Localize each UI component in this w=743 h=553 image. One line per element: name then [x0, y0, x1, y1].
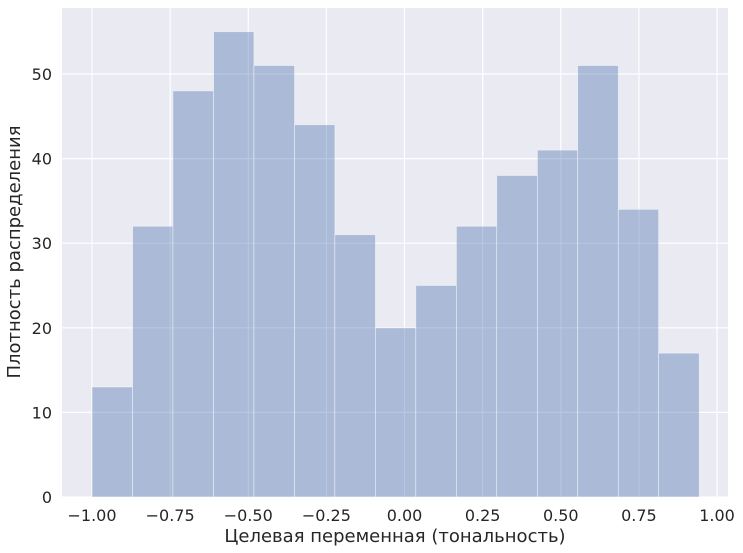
bar	[577, 65, 619, 498]
bar	[172, 90, 214, 498]
bar	[294, 124, 336, 498]
x-tick-label: 0.50	[543, 506, 579, 525]
y-tick-label: 50	[32, 65, 52, 84]
y-tick-label: 30	[32, 234, 52, 253]
bar	[456, 225, 498, 498]
bar	[496, 175, 538, 498]
bar	[415, 285, 457, 498]
x-tick-label: −0.25	[302, 506, 351, 525]
bar	[658, 352, 700, 498]
bar	[334, 234, 376, 498]
bar	[132, 225, 174, 498]
y-tick-label: 20	[32, 319, 52, 338]
bar	[91, 386, 134, 498]
y-tick-label: 40	[32, 150, 52, 169]
bar	[617, 208, 660, 498]
y-axis-label: Плотность распределения	[4, 125, 25, 378]
x-tick-label: 1.00	[699, 506, 735, 525]
x-tick-label: −1.00	[67, 506, 116, 525]
x-tick-label: 0.75	[621, 506, 657, 525]
bar	[375, 327, 417, 498]
y-tick-label: 10	[32, 403, 52, 422]
x-tick-label: 0.25	[465, 506, 501, 525]
x-tick-label: −0.75	[146, 506, 195, 525]
bar	[253, 65, 295, 498]
bar	[536, 149, 579, 498]
x-tick-label: 0.00	[387, 506, 423, 525]
x-axis-label: Целевая переменная (тональность)	[224, 526, 565, 547]
x-tick-label: −0.50	[224, 506, 273, 525]
bar	[213, 31, 255, 498]
y-tick-label: 0	[42, 488, 52, 507]
